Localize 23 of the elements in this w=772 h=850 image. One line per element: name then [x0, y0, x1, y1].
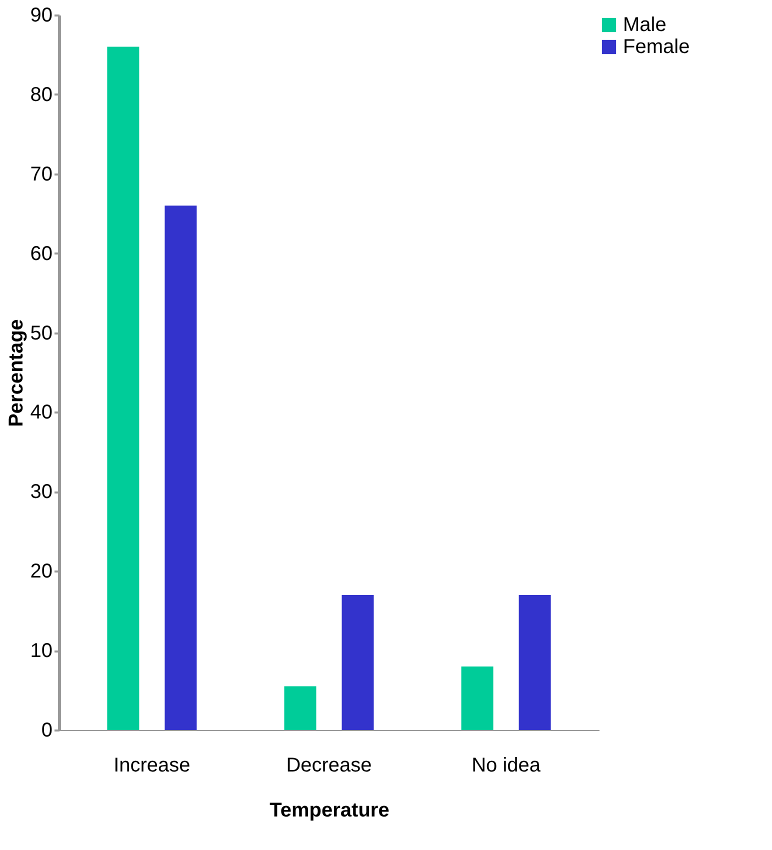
x-tick-label: No idea	[472, 754, 542, 776]
bar	[107, 46, 140, 730]
x-tick-label: Decrease	[286, 754, 372, 776]
bar	[284, 686, 316, 730]
legend-label: Female	[623, 36, 690, 58]
y-axis-title: Percentage	[5, 319, 28, 427]
bar	[461, 666, 494, 730]
x-tick-label: Increase	[114, 754, 190, 776]
legend-label: Male	[623, 14, 666, 36]
y-tick-label: 20	[30, 560, 52, 583]
y-tick-label: 10	[30, 640, 52, 662]
y-tick-label: 0	[41, 720, 52, 742]
y-tick-label: 40	[30, 402, 52, 424]
y-tick-label: 60	[30, 242, 52, 265]
x-axis-title: Temperature	[270, 800, 390, 822]
y-tick-label: 90	[30, 4, 52, 26]
y-tick-label: 70	[30, 163, 52, 186]
bar	[342, 594, 374, 730]
bar	[518, 594, 551, 730]
y-tick-label: 50	[30, 322, 52, 344]
bar	[164, 206, 197, 730]
y-tick-label: 30	[30, 481, 52, 504]
y-tick-label: 80	[30, 84, 52, 106]
